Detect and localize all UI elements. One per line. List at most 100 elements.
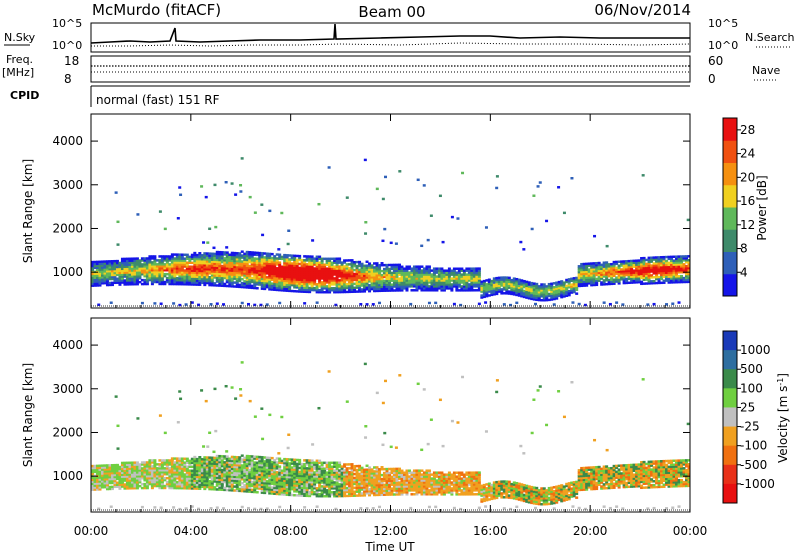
velocity-cell	[220, 457, 224, 460]
power-cell	[672, 281, 676, 284]
power-cell	[205, 258, 209, 261]
power-cell	[375, 262, 379, 265]
power-cell	[592, 262, 596, 265]
power-cell	[288, 285, 292, 289]
velocity-cell	[350, 463, 354, 466]
velocity-cell	[225, 480, 229, 484]
power-cell	[650, 280, 654, 283]
velocity-cell	[198, 469, 202, 473]
velocity-cell	[320, 469, 324, 472]
power-cell	[225, 257, 229, 260]
power-cell	[240, 301, 244, 305]
power-cell	[610, 274, 614, 278]
power-cell	[487, 290, 491, 293]
power-cell	[502, 280, 506, 283]
velocity-cell	[290, 468, 294, 471]
power-cell	[275, 267, 279, 270]
power-cell	[475, 285, 479, 288]
power-cell	[133, 277, 137, 280]
power-cell	[465, 273, 469, 276]
velocity-cell	[120, 483, 124, 486]
power-cell	[642, 262, 646, 266]
velocity-cell	[243, 490, 247, 493]
power-cell	[170, 259, 174, 262]
velocity-cell	[313, 461, 317, 464]
power-cell	[263, 252, 267, 255]
power-cell	[637, 280, 641, 284]
power-cell	[155, 259, 159, 262]
power-cell	[340, 288, 344, 292]
velocity-cell	[203, 487, 207, 491]
power-cell	[313, 277, 317, 280]
velocity-cell	[188, 461, 192, 465]
power-cell	[175, 253, 179, 256]
velocity-cell	[180, 486, 184, 490]
power-cell	[370, 278, 374, 281]
power-cell	[260, 252, 264, 255]
power-cell	[320, 283, 324, 286]
power-cell	[667, 267, 671, 270]
velocity-cell	[178, 465, 182, 468]
power-cell	[395, 285, 399, 288]
velocity-cell	[253, 455, 257, 458]
power-cell	[298, 262, 302, 266]
velocity-cell	[98, 464, 102, 467]
power-cell	[210, 256, 214, 259]
power-cell	[532, 292, 536, 295]
velocity-cell	[158, 469, 162, 472]
power-cell	[425, 269, 429, 272]
power-cell	[215, 250, 219, 254]
power-cell	[353, 286, 357, 290]
power-cell	[340, 286, 344, 290]
power-cell	[300, 262, 304, 266]
power-cell	[213, 264, 217, 267]
power-cell	[200, 269, 204, 273]
power-cell	[303, 268, 307, 272]
power-cell	[585, 268, 589, 271]
power-cell	[477, 279, 481, 282]
velocity-cell	[180, 475, 184, 478]
power-cell	[280, 255, 284, 259]
power-cell	[363, 268, 367, 271]
velocity-cell	[198, 477, 202, 481]
velocity-cell	[180, 459, 184, 462]
velocity-cell	[220, 462, 224, 466]
power-cell	[652, 279, 656, 283]
power-cell	[595, 265, 599, 269]
power-cell	[265, 254, 269, 257]
velocity-cell	[238, 479, 242, 483]
power-cell	[193, 269, 197, 273]
power-cell	[225, 278, 229, 282]
power-cell	[270, 274, 274, 278]
velocity-cell	[198, 473, 202, 477]
velocity-cell	[245, 456, 249, 460]
power-cell	[600, 273, 604, 276]
velocity-cell	[318, 471, 322, 474]
velocity-cell	[185, 473, 189, 476]
velocity-cell	[255, 463, 259, 466]
power-cell	[148, 257, 152, 260]
velocity-cell	[158, 471, 162, 474]
velocity-cell	[98, 482, 102, 485]
power-cell	[625, 279, 629, 283]
velocity-cell	[185, 487, 189, 490]
power-cell	[120, 277, 124, 280]
velocity-cell	[325, 491, 329, 494]
power-cell	[677, 259, 681, 262]
freq-label: Freq.	[6, 53, 33, 66]
velocity-cell	[345, 471, 349, 474]
velocity-cell	[325, 489, 329, 492]
velocity-cell	[145, 476, 149, 480]
power-cell	[437, 281, 441, 284]
power-cell	[350, 278, 354, 282]
power-cell	[537, 298, 541, 302]
velocity-cell	[135, 486, 139, 490]
power-cell	[315, 263, 319, 266]
power-cell	[360, 278, 364, 281]
power-cell	[412, 277, 416, 280]
power-cell	[632, 275, 636, 278]
power-cell	[460, 275, 464, 278]
power-cell	[460, 285, 464, 288]
power-cell	[385, 273, 389, 277]
power-cell	[620, 270, 624, 273]
